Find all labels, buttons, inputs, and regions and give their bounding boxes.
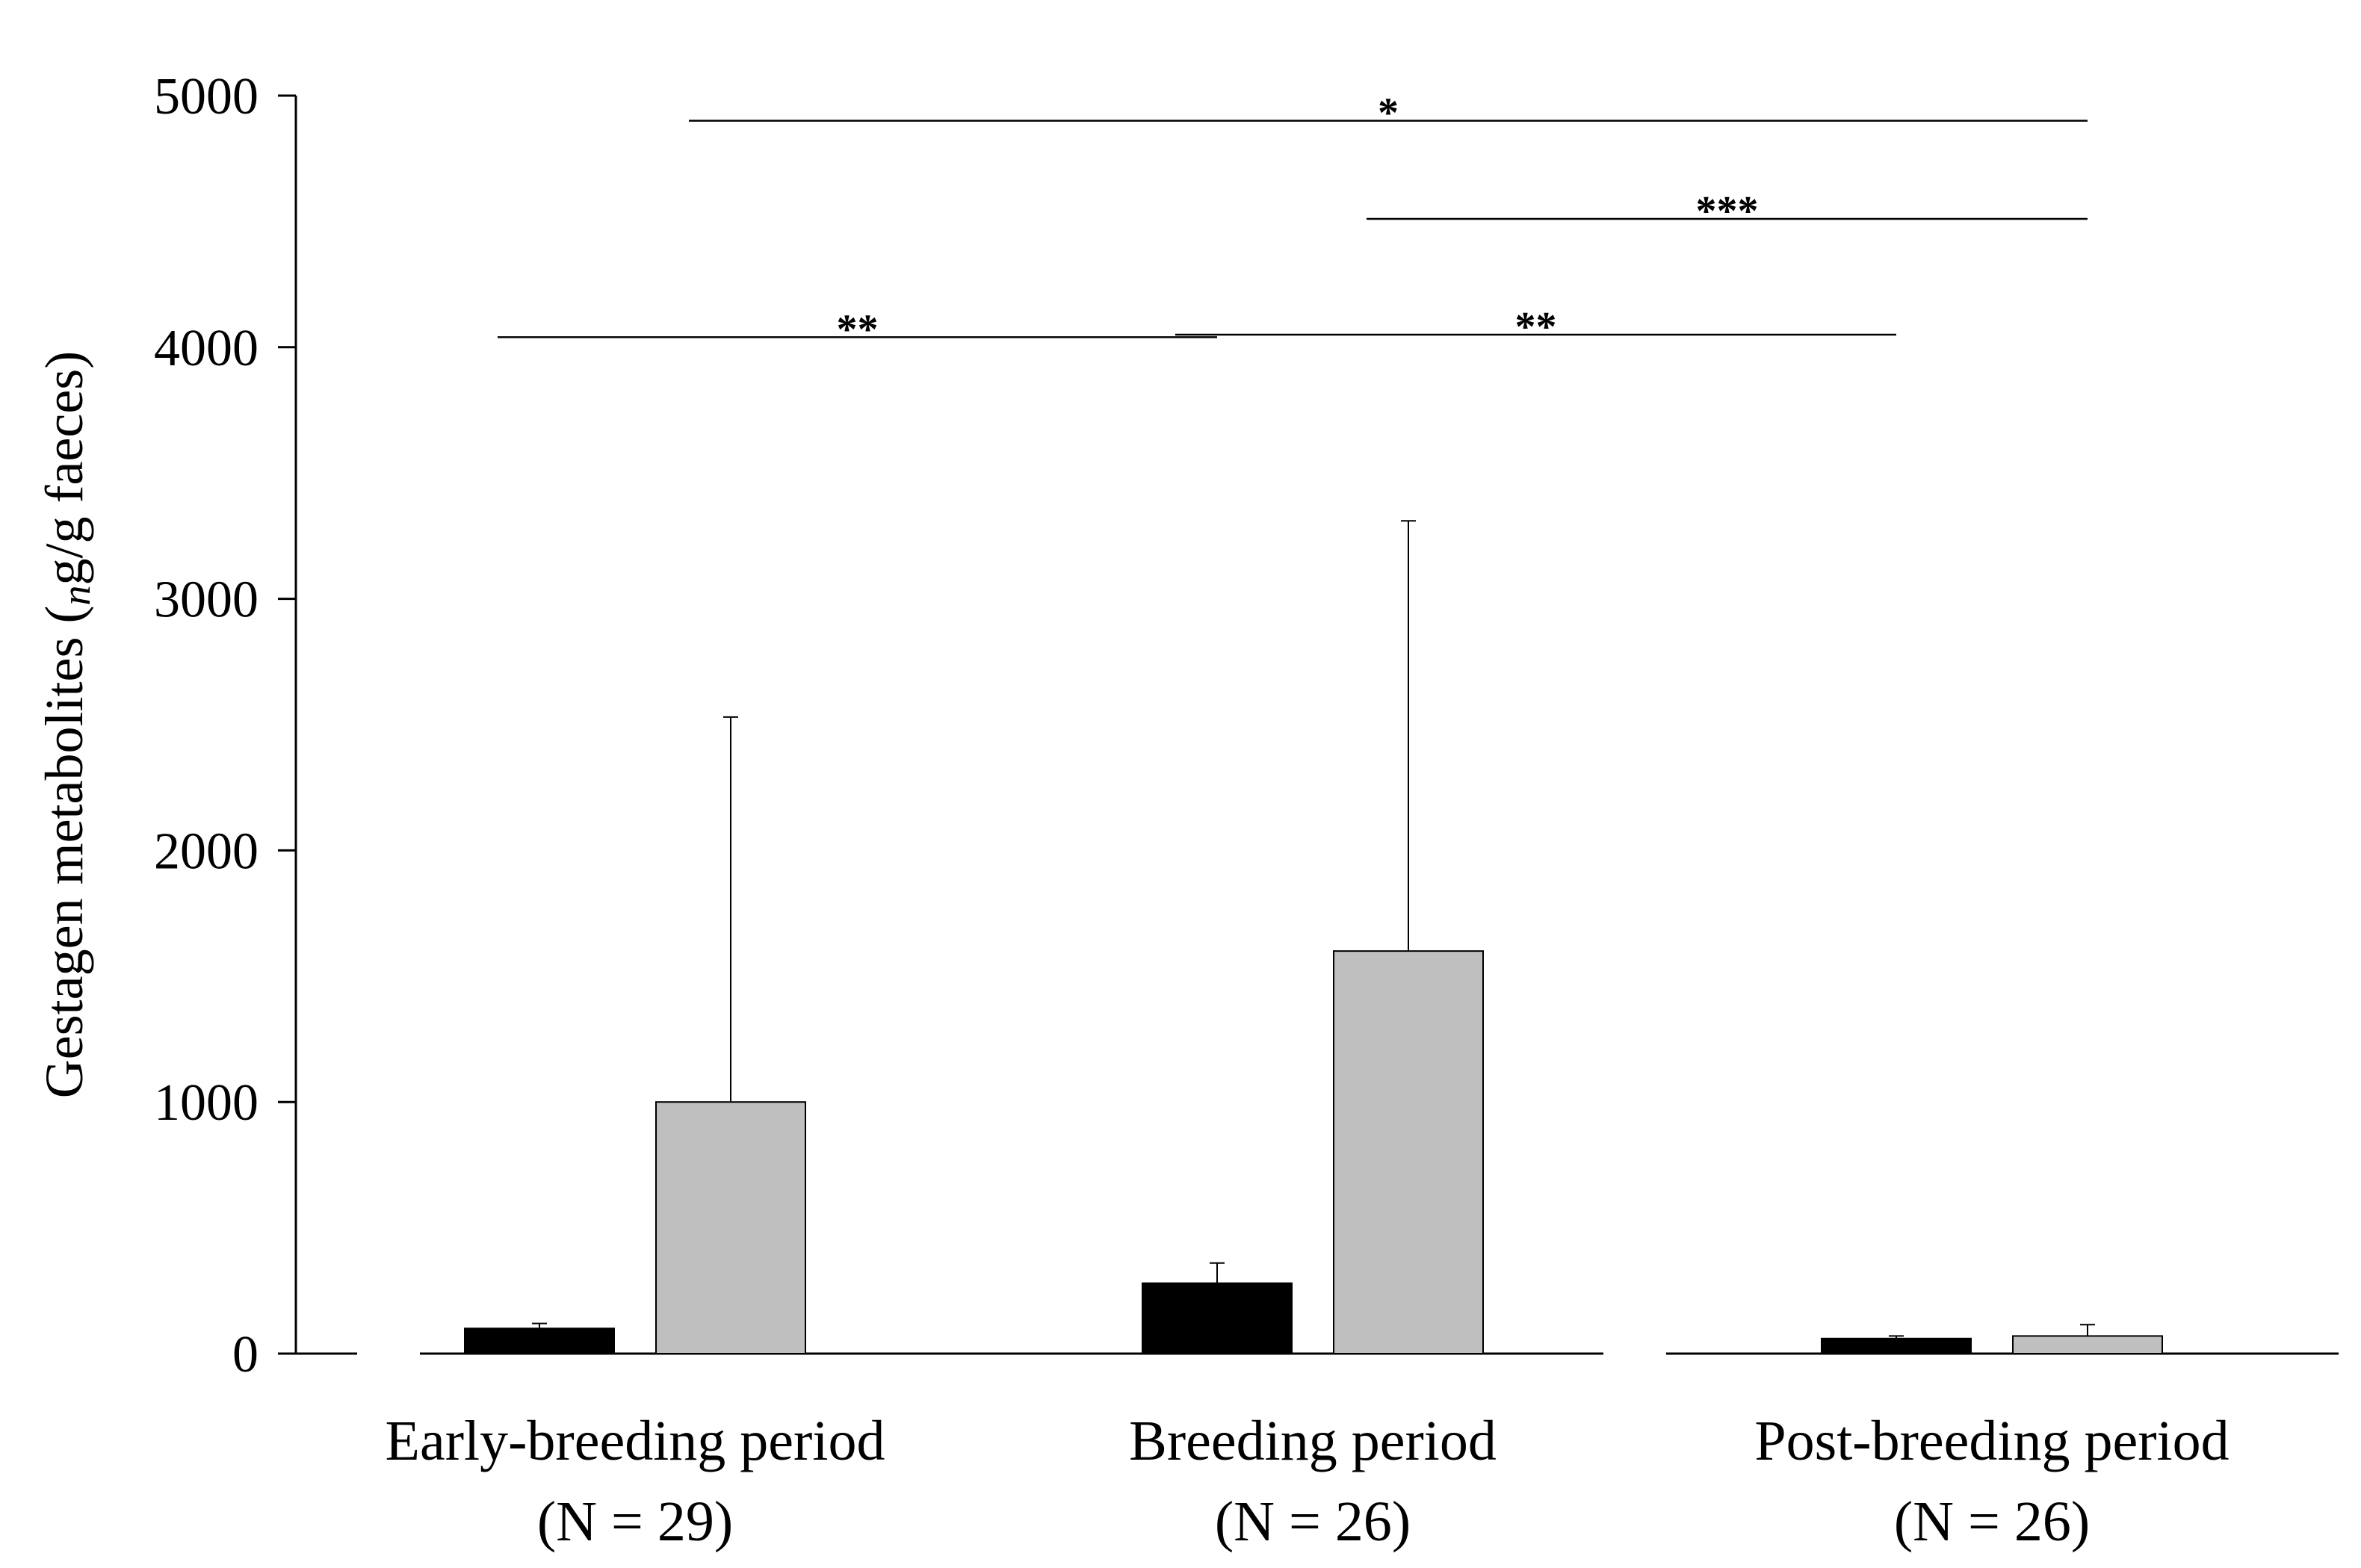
chart-axes (278, 94, 2339, 1355)
y-tick-label: 5000 (154, 68, 259, 125)
y-tick-label: 1000 (154, 1074, 259, 1132)
y-tick-label: 2000 (154, 822, 259, 880)
y-tick-label: 4000 (154, 320, 259, 377)
x-category-n-label: (N = 26) (1894, 1490, 2090, 1553)
bar (1142, 1282, 1293, 1355)
significance-label: *** (1696, 188, 1759, 235)
x-category-label: Breeding period (1129, 1410, 1497, 1472)
y-tick-label: 3000 (154, 571, 259, 629)
bar (2012, 1335, 2163, 1354)
bar (464, 1327, 615, 1354)
significance-label: ** (837, 306, 879, 353)
y-axis-title: Gestagen metabolites (ng/g faeces) (34, 351, 99, 1099)
bar (655, 1101, 806, 1354)
significance-label: ** (1515, 304, 1557, 350)
chart-labels: 0 1000 2000 3000 4000 5000 Gestagen metabolite… (34, 68, 2230, 1553)
significance-label: * (1378, 90, 1399, 137)
y-tick-label: 0 (232, 1326, 259, 1383)
x-category-n-label: (N = 26) (1215, 1490, 1411, 1553)
chart-bars (464, 520, 2163, 1355)
bar (1821, 1337, 1972, 1354)
x-category-label: Post-breeding period (1754, 1410, 2229, 1472)
x-category-n-label: (N = 29) (537, 1490, 733, 1553)
x-category-label: Early-breeding period (386, 1410, 885, 1472)
bar (1333, 950, 1484, 1354)
significance-annotations: ****** ** (498, 90, 2088, 353)
